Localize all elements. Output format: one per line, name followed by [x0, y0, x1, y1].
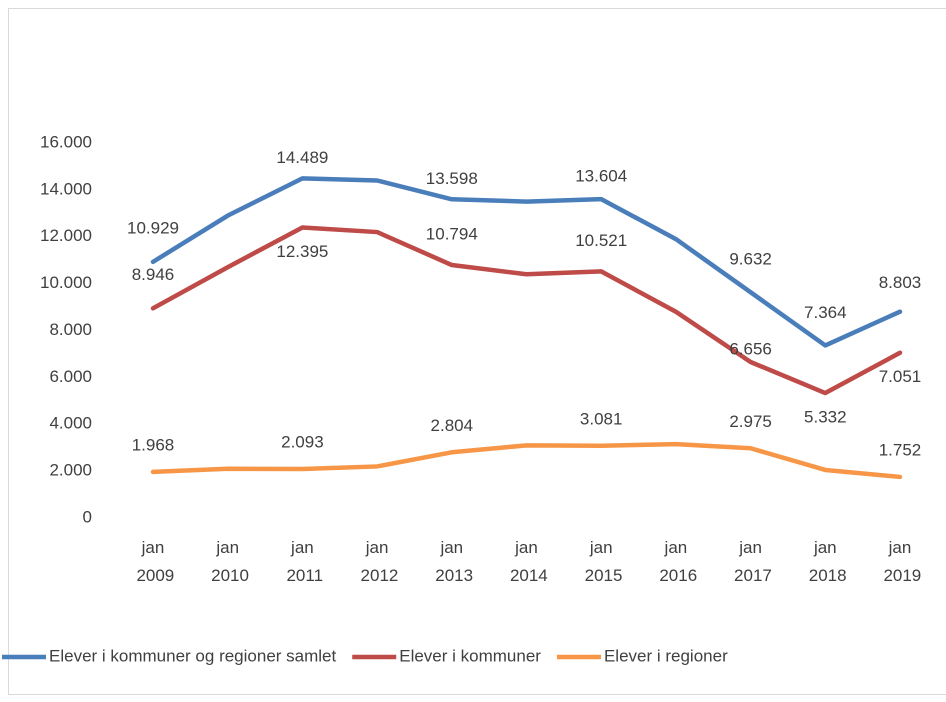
data-label: 10.929	[127, 218, 179, 237]
data-label: 8.946	[132, 265, 175, 284]
data-label: 8.803	[879, 273, 922, 292]
legend: Elever i kommuner og regioner samlet Elev…	[2, 646, 728, 665]
data-label: 6.656	[729, 339, 772, 358]
y-tick-label: 14.000	[40, 179, 92, 198]
data-label: 7.364	[804, 303, 847, 322]
data-label: 10.521	[575, 231, 627, 250]
x-tick-label: jan 2011	[282, 538, 323, 585]
y-tick-label: 0	[83, 507, 92, 526]
x-tick-label: jan 2016	[655, 538, 698, 585]
series-line	[150, 225, 903, 396]
x-tick-label: jan 2019	[879, 538, 922, 585]
data-label: 9.632	[729, 250, 772, 269]
x-tick-label: jan 2010	[206, 538, 249, 585]
data-label: 3.081	[580, 409, 623, 428]
y-tick-label: 10.000	[40, 273, 92, 292]
data-label: 12.395	[276, 242, 328, 261]
y-tick-label: 4.000	[49, 414, 92, 433]
data-label: 1.752	[879, 440, 922, 459]
data-label: 2.804	[431, 416, 474, 435]
legend-label: Elever i regioner	[604, 646, 728, 665]
x-tick-label: jan 2009	[132, 538, 175, 585]
data-label: 7.051	[879, 367, 922, 386]
x-tick-label: jan 2014	[505, 538, 548, 585]
data-label: 5.332	[804, 408, 847, 427]
data-label: 2.975	[729, 412, 772, 431]
data-label: 2.093	[281, 432, 324, 451]
y-tick-label: 2.000	[49, 461, 92, 480]
data-label: 14.489	[276, 148, 328, 167]
series-line	[150, 176, 903, 348]
chart-frame	[8, 8, 946, 695]
y-tick-label: 12.000	[40, 226, 92, 245]
data-label: 1.968	[132, 435, 175, 454]
x-tick-label: jan 2012	[356, 538, 399, 585]
data-label: 13.598	[426, 169, 478, 188]
legend-label: Elever i kommuner og regioner samlet	[49, 646, 337, 665]
y-tick-label: 16.000	[40, 132, 92, 151]
series-line	[150, 441, 903, 480]
legend-label: Elever i kommuner	[399, 646, 541, 665]
x-tick-label: jan 2015	[580, 538, 623, 585]
y-tick-label: 6.000	[49, 367, 92, 386]
data-label: 10.794	[426, 225, 478, 244]
x-tick-label: jan 2013	[431, 538, 474, 585]
x-tick-label: jan 2017	[729, 538, 772, 585]
x-tick-label: jan 2018	[804, 538, 847, 585]
data-label: 13.604	[575, 167, 627, 186]
y-tick-label: 8.000	[49, 320, 92, 339]
